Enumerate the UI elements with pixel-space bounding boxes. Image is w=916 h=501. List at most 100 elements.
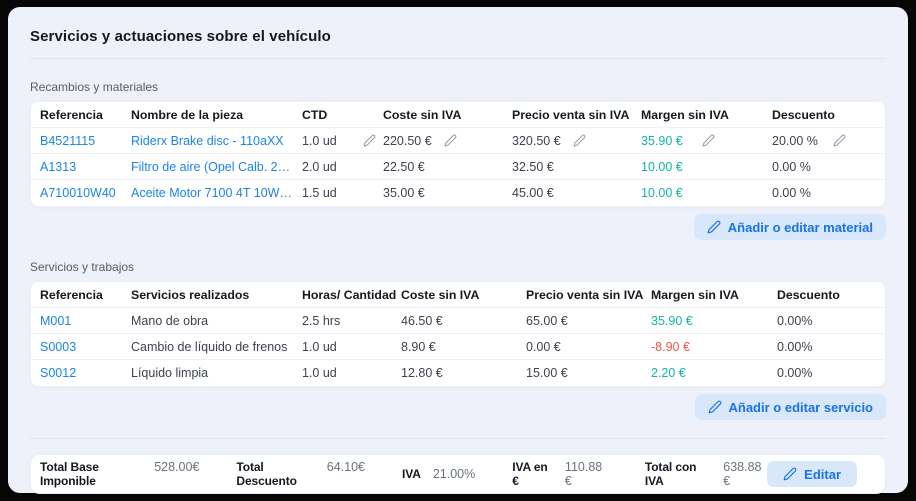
iva-en-eur-value: 110.88 € — [564, 460, 603, 488]
referencia-link[interactable]: S0012 — [40, 366, 77, 380]
referencia-link[interactable]: A710010W40 — [40, 186, 116, 200]
table-row: A710010W40 Aceite Motor 7100 4T 10W40...… — [31, 180, 885, 206]
pieza-name-link[interactable]: Filtro de aire (Opel Calb. 2007... — [131, 159, 302, 174]
descuento-cell: 0.00 % — [772, 159, 811, 174]
pieza-name-link[interactable]: Aceite Motor 7100 4T 10W40... — [131, 186, 302, 200]
column-header-coste-sin-iva: Coste sin IVA — [401, 287, 480, 302]
cantidad-cell: 1.0 ud — [302, 339, 337, 354]
pencil-icon — [708, 400, 722, 414]
margen-cell: 10.00 € — [641, 186, 683, 200]
margen-cell: -8.90 € — [651, 339, 690, 354]
edit-totals-button-label: Editar — [804, 466, 841, 482]
edit-ctd-pencil-icon[interactable] — [363, 134, 376, 147]
materials-section-label: Recambios y materiales — [30, 80, 159, 94]
column-header-descuento: Descuento — [777, 287, 840, 302]
total-base-imponible-label: Total Base Imponible — [40, 460, 99, 488]
referencia-link[interactable]: B4521115 — [40, 133, 96, 148]
pencil-icon — [783, 467, 797, 481]
add-service-button-label: Añadir o editar servicio — [728, 399, 874, 415]
descuento-cell: 0.00% — [777, 366, 813, 380]
table-row: S0003 Cambio de líquido de frenos 1.0 ud… — [31, 334, 885, 360]
column-header-descuento: Descuento — [772, 107, 835, 122]
total-con-iva-value: 638.88 € — [723, 460, 762, 488]
iva-en-eur-group: IVA en € 110.88 € — [512, 460, 608, 488]
coste-cell: 8.90 € — [401, 339, 436, 354]
precio-cell: 45.00 € — [512, 186, 554, 200]
title-divider — [30, 58, 886, 59]
descuento-cell: 20.00 % — [772, 134, 877, 148]
total-descuento-value: 64.10€ — [326, 460, 366, 474]
servicio-cell: Líquido limpia — [131, 366, 209, 380]
column-header-servicios-realizados: Servicios realizados — [131, 287, 250, 302]
add-material-button-label: Añadir o editar material — [727, 219, 873, 235]
ctd-cell: 1.5 ud — [302, 186, 337, 200]
column-header-referencia: Referencia — [40, 107, 103, 122]
referencia-link[interactable]: A1313 — [40, 159, 77, 174]
servicio-cell: Mano de obra — [131, 313, 209, 328]
margen-cell: 35.90 € — [651, 313, 693, 328]
cantidad-cell: 2.5 hrs — [302, 313, 341, 328]
margen-cell: 10.00 € — [641, 159, 683, 174]
iva-value: 21.00% — [432, 467, 476, 481]
precio-cell: 15.00 € — [526, 366, 568, 380]
total-base-imponible-value: 528.00€ — [154, 460, 200, 474]
ctd-cell: 1.0 ud — [302, 134, 383, 148]
materials-header-row: Referencia Nombre de la pieza CTD Coste … — [31, 102, 885, 128]
margen-cell: 35.90 € — [641, 134, 772, 148]
pencil-icon — [707, 220, 721, 234]
edit-precio-pencil-icon[interactable] — [573, 134, 586, 147]
precio-cell: 320.50 € — [512, 134, 641, 148]
table-row: B4521115 Riderx Brake disc - 110aXX 1.0 … — [31, 128, 885, 154]
materials-section: Recambios y materiales Referencia Nombre… — [30, 80, 886, 240]
precio-cell: 32.50 € — [512, 159, 554, 174]
ctd-cell: 2.0 ud — [302, 159, 337, 174]
descuento-cell: 0.00 % — [772, 186, 811, 200]
precio-cell: 0.00 € — [526, 339, 561, 354]
column-header-precio-venta-sin-iva: Precio venta sin IVA — [526, 287, 644, 302]
column-header-margen-sin-iva: Margen sin IVA — [641, 107, 729, 122]
column-header-nombre-pieza: Nombre de la pieza — [131, 107, 244, 122]
total-con-iva-group: Total con IVA 638.88 € — [645, 460, 767, 488]
servicio-cell: Cambio de líquido de frenos — [131, 339, 288, 354]
precio-cell: 65.00 € — [526, 313, 568, 328]
descuento-cell: 0.00% — [777, 339, 813, 354]
column-header-ctd: CTD — [302, 107, 328, 122]
services-section-label: Servicios y trabajos — [30, 260, 135, 274]
coste-cell: 220.50 € — [383, 134, 512, 148]
iva-en-eur-label: IVA en € — [512, 460, 548, 488]
totals-bar: Total Base Imponible 528.00€ Total Descu… — [30, 454, 886, 494]
referencia-link[interactable]: M001 — [40, 313, 72, 328]
materials-table: Referencia Nombre de la pieza CTD Coste … — [30, 101, 886, 207]
services-header-row: Referencia Servicios realizados Horas/ C… — [31, 282, 885, 308]
column-header-precio-venta-sin-iva: Precio venta sin IVA — [512, 107, 630, 122]
table-row: S0012 Líquido limpia 1.0 ud 12.80 € 15.0… — [31, 360, 885, 386]
coste-cell: 46.50 € — [401, 313, 443, 328]
column-header-margen-sin-iva: Margen sin IVA — [651, 287, 739, 302]
services-section: Servicios y trabajos Referencia Servicio… — [30, 260, 886, 420]
iva-group: IVA 21.00% — [402, 467, 475, 481]
edit-margen-pencil-icon[interactable] — [702, 134, 715, 147]
add-material-button[interactable]: Añadir o editar material — [693, 214, 886, 240]
edit-coste-pencil-icon[interactable] — [444, 134, 457, 147]
coste-cell: 35.00 € — [383, 186, 425, 200]
column-header-horas-cantidad: Horas/ Cantidad — [302, 287, 397, 302]
edit-totals-button[interactable]: Editar — [767, 461, 857, 487]
total-base-imponible-group: Total Base Imponible 528.00€ — [40, 460, 199, 488]
vehicle-services-panel: Servicios y actuaciones sobre el vehícul… — [8, 7, 908, 494]
iva-label: IVA — [402, 467, 421, 481]
add-service-button[interactable]: Añadir o editar servicio — [694, 394, 886, 420]
edit-descuento-pencil-icon[interactable] — [833, 134, 846, 147]
table-row: A1313 Filtro de aire (Opel Calb. 2007...… — [31, 154, 885, 180]
coste-cell: 12.80 € — [401, 366, 443, 380]
column-header-referencia: Referencia — [40, 287, 103, 302]
total-con-iva-label: Total con IVA — [644, 460, 697, 488]
referencia-link[interactable]: S0003 — [40, 339, 77, 354]
table-row: M001 Mano de obra 2.5 hrs 46.50 € 65.00 … — [31, 308, 885, 334]
totals-divider — [30, 438, 886, 439]
cantidad-cell: 1.0 ud — [302, 366, 337, 380]
page-title: Servicios y actuaciones sobre el vehícul… — [30, 28, 331, 45]
services-table: Referencia Servicios realizados Horas/ C… — [30, 281, 886, 387]
pieza-name-link[interactable]: Riderx Brake disc - 110aXX — [131, 133, 284, 148]
column-header-coste-sin-iva: Coste sin IVA — [383, 107, 462, 122]
total-descuento-label: Total Descuento — [236, 460, 297, 488]
